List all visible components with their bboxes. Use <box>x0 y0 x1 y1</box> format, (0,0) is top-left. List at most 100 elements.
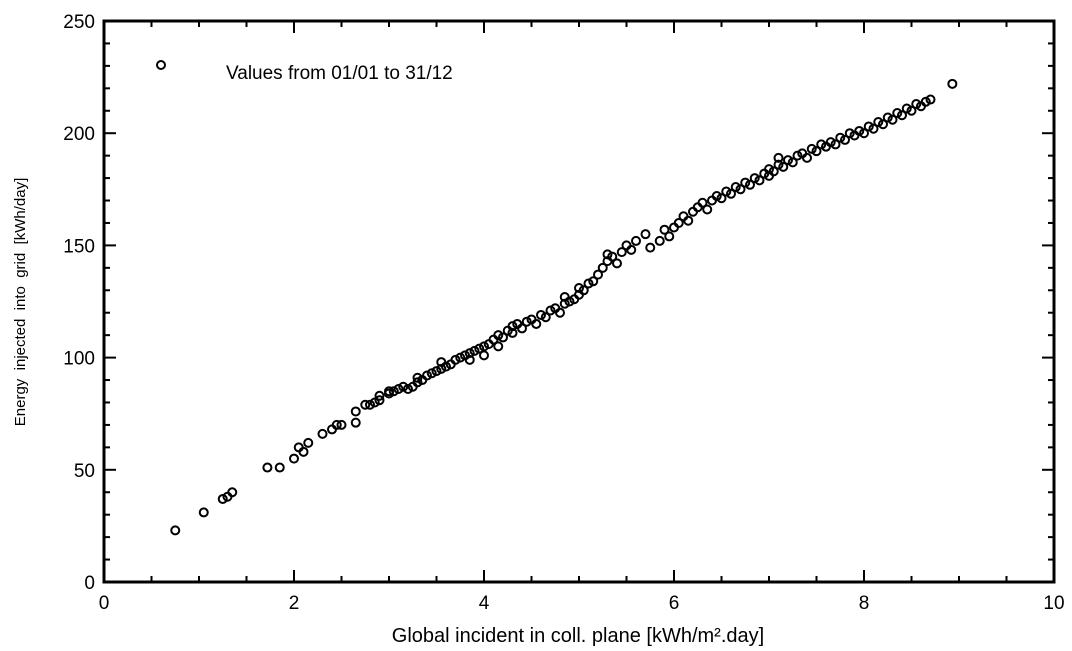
data-point <box>673 217 684 228</box>
data-point <box>450 354 461 365</box>
data-point <box>802 152 812 163</box>
data-point <box>659 224 670 235</box>
data-point <box>873 116 884 127</box>
data-point <box>262 462 273 473</box>
data-point <box>726 188 736 199</box>
data-point <box>498 332 508 343</box>
data-point <box>925 94 936 105</box>
data-point <box>792 150 803 161</box>
data-point <box>412 377 423 388</box>
data-point <box>859 128 869 139</box>
data-point <box>426 368 437 379</box>
data-point <box>393 384 404 395</box>
data-point <box>360 399 371 410</box>
data-point <box>612 258 622 269</box>
data-point <box>697 197 708 208</box>
data-point <box>721 186 732 197</box>
data-point <box>531 318 542 329</box>
data-point <box>441 361 451 372</box>
data-point <box>578 285 589 296</box>
data-point <box>892 108 903 119</box>
x-tick-label: 2 <box>289 593 300 614</box>
data-point <box>536 309 546 320</box>
x-tick-label: 8 <box>859 593 870 614</box>
data-point <box>811 146 822 157</box>
data-point <box>773 152 784 163</box>
data-point <box>735 184 746 195</box>
data-point <box>920 96 931 107</box>
data-point <box>768 166 779 177</box>
data-point <box>825 137 836 148</box>
data-point <box>464 354 475 365</box>
data-point <box>479 350 489 361</box>
data-point <box>331 419 342 430</box>
data-point <box>844 128 855 139</box>
data-point <box>863 121 874 132</box>
legend-marker <box>156 60 166 70</box>
data-point <box>403 384 413 395</box>
legend: Values from 01/01 to 31/12 <box>156 60 453 84</box>
data-point <box>455 352 466 363</box>
data-point <box>616 247 627 258</box>
data-point <box>607 251 618 262</box>
data-point <box>711 191 722 202</box>
data-point <box>555 307 565 318</box>
data-point <box>217 493 228 504</box>
data-point <box>303 437 314 448</box>
data-point <box>702 204 713 215</box>
data-point <box>773 159 784 170</box>
data-point <box>745 179 755 190</box>
data-point <box>730 182 741 193</box>
data-point <box>384 386 394 397</box>
y-tick-label: 0 <box>84 573 95 594</box>
data-point <box>626 244 637 255</box>
data-point <box>479 341 489 352</box>
data-point <box>897 110 907 121</box>
data-point <box>868 123 879 134</box>
y-tick-label: 150 <box>63 236 95 257</box>
data-point <box>854 125 865 136</box>
data-point <box>906 105 917 116</box>
data-point <box>369 397 380 408</box>
y-tick-label: 100 <box>63 349 95 370</box>
data-point <box>640 229 651 240</box>
data-point <box>274 462 285 473</box>
data-point <box>517 323 527 334</box>
data-point <box>388 386 399 397</box>
data-point <box>588 276 599 287</box>
data-point <box>716 193 727 204</box>
data-point <box>336 419 347 430</box>
data-point <box>374 395 385 406</box>
data-point <box>521 316 532 327</box>
data-point <box>564 296 575 307</box>
data-point <box>464 348 475 359</box>
data-point <box>602 249 613 260</box>
x-tick-label: 4 <box>479 593 490 614</box>
data-point <box>350 406 361 417</box>
data-point <box>840 134 850 145</box>
data-point <box>469 345 480 356</box>
y-tick-label: 50 <box>74 461 95 482</box>
y-axis-title: Energy injected into grid [kWh/day] <box>12 178 29 426</box>
data-point <box>631 235 641 246</box>
data-point <box>882 112 893 123</box>
plot-frame <box>102 19 1056 584</box>
data-point <box>365 399 375 410</box>
data-point <box>806 143 817 154</box>
data-point <box>778 161 789 172</box>
data-point <box>374 390 385 401</box>
data-point <box>911 99 922 110</box>
x-tick-label: 0 <box>99 593 110 614</box>
legend-label: Values from 01/01 to 31/12 <box>226 63 453 84</box>
data-point <box>227 487 238 498</box>
y-tick-label: 250 <box>63 12 95 33</box>
data-point <box>947 78 958 89</box>
data-point <box>545 305 556 316</box>
data-point <box>436 363 447 374</box>
data-point <box>431 366 442 377</box>
data-point <box>574 283 584 294</box>
data-point <box>298 446 309 457</box>
data-point <box>816 139 827 150</box>
